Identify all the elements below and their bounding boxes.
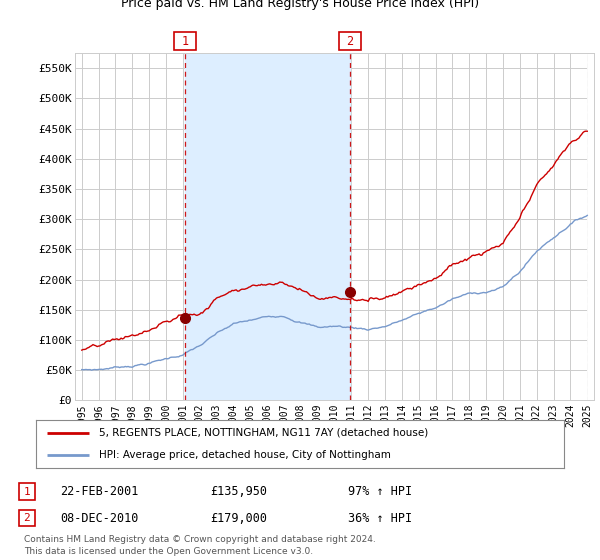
Bar <box>185 53 350 400</box>
Text: Contains HM Land Registry data © Crown copyright and database right 2024.: Contains HM Land Registry data © Crown c… <box>24 535 376 544</box>
Text: This data is licensed under the Open Government Licence v3.0.: This data is licensed under the Open Gov… <box>24 547 313 556</box>
Text: 08-DEC-2010: 08-DEC-2010 <box>60 511 139 525</box>
Text: £179,000: £179,000 <box>210 511 267 525</box>
Bar <box>587 53 594 400</box>
Text: 5, REGENTS PLACE, NOTTINGHAM, NG11 7AY (detached house): 5, REGENTS PLACE, NOTTINGHAM, NG11 7AY (… <box>100 428 428 438</box>
Text: HPI: Average price, detached house, City of Nottingham: HPI: Average price, detached house, City… <box>100 450 391 460</box>
Text: 2: 2 <box>346 35 353 48</box>
Text: £135,950: £135,950 <box>210 485 267 498</box>
Text: Price paid vs. HM Land Registry's House Price Index (HPI): Price paid vs. HM Land Registry's House … <box>121 0 479 10</box>
Text: 22-FEB-2001: 22-FEB-2001 <box>60 485 139 498</box>
Text: 1: 1 <box>181 35 188 48</box>
Text: 36% ↑ HPI: 36% ↑ HPI <box>348 511 412 525</box>
Text: 97% ↑ HPI: 97% ↑ HPI <box>348 485 412 498</box>
Text: 2: 2 <box>23 513 31 523</box>
Text: 1: 1 <box>23 487 31 497</box>
